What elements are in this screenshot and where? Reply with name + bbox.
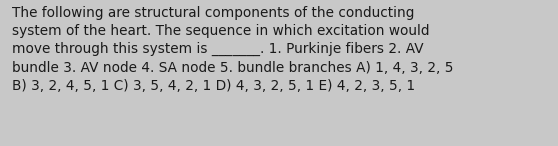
Text: The following are structural components of the conducting
system of the heart. T: The following are structural components … — [12, 6, 454, 93]
